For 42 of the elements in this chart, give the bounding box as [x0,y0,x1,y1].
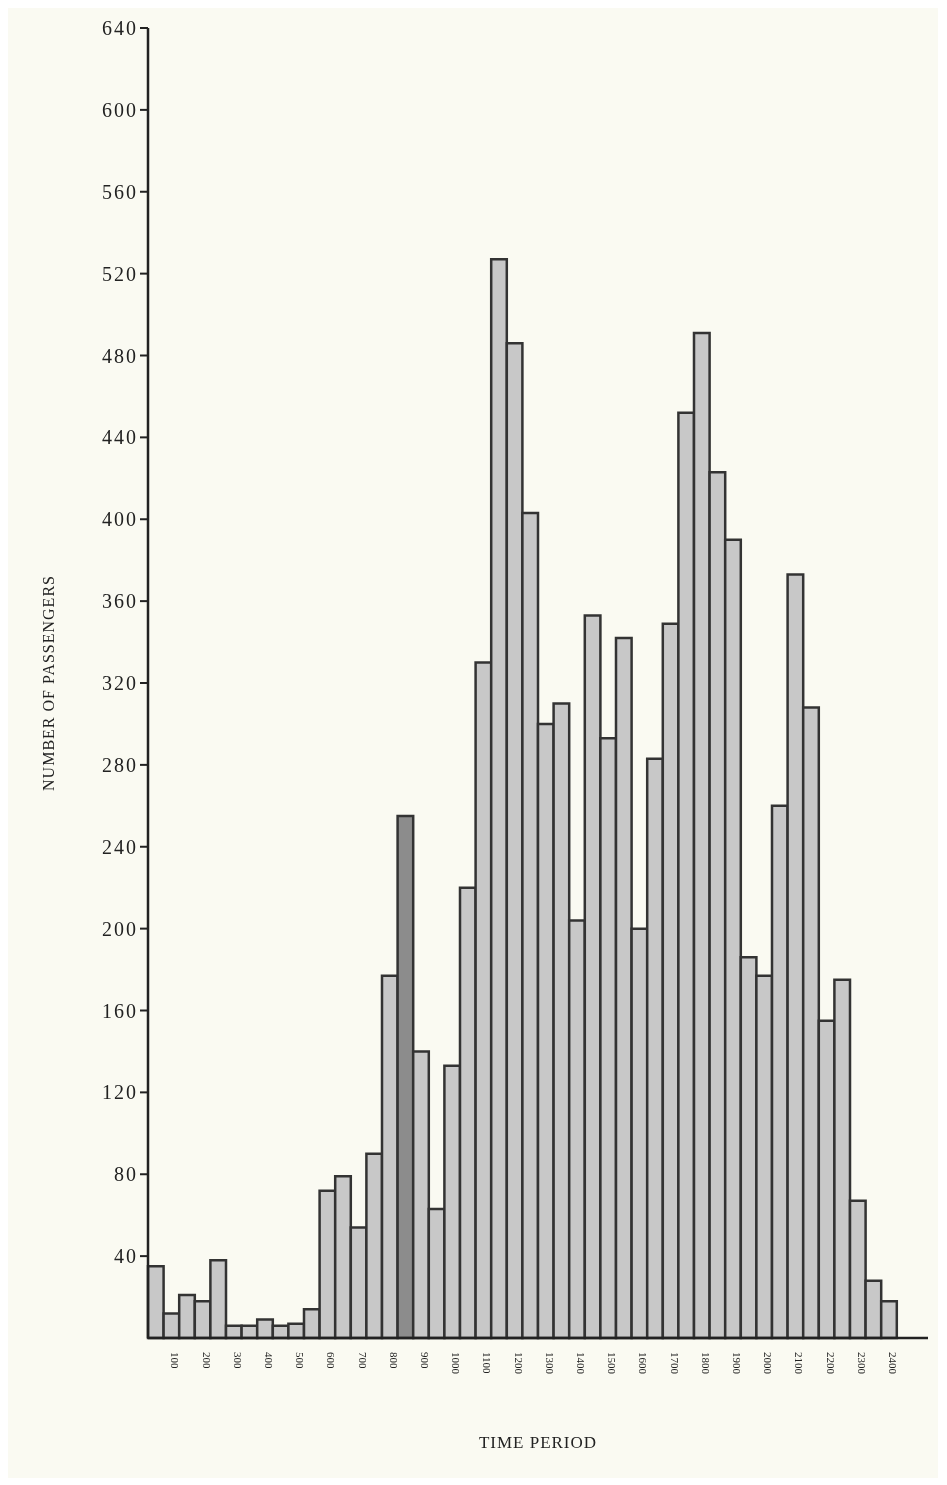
x-tick-label: 900 [418,1352,431,1369]
y-axis-title: NUMBER OF PASSENGERS [39,575,57,791]
x-tick-label: 300 [231,1352,244,1369]
x-tick-label: 1300 [543,1352,556,1375]
x-tick-label: 700 [356,1352,369,1369]
y-tick-label: 280 [102,753,138,776]
y-tick-label: 240 [102,835,138,858]
y-tick-label: 200 [102,917,138,940]
y-tick-label: 480 [102,344,138,367]
x-tick-label: 600 [325,1352,338,1369]
x-tick-label: 2200 [824,1352,837,1375]
y-tick-label: 80 [114,1163,138,1186]
x-tick-label: 400 [262,1352,275,1369]
y-tick-label: 400 [102,508,138,531]
y-tick-label: 160 [102,999,138,1022]
x-tick-label: 500 [294,1352,307,1369]
x-tick-label: 200 [200,1352,213,1369]
y-tick-label: 440 [102,426,138,449]
y-tick-label: 320 [102,672,138,695]
x-tick-label: 1500 [606,1352,619,1375]
y-tick-label: 560 [102,180,138,203]
x-tick-label: 2000 [762,1352,775,1375]
y-tick-label: 600 [102,98,138,121]
x-tick-label: 2100 [793,1352,806,1375]
x-tick-label: 2300 [855,1352,868,1375]
x-tick-label: 1700 [668,1352,681,1375]
x-tick-label: 800 [387,1352,400,1369]
y-tick-label: 40 [114,1245,138,1268]
x-tick-label: 1900 [730,1352,743,1375]
x-tick-label: 2400 [886,1352,899,1375]
y-tick-label: 360 [102,590,138,613]
x-tick-label: 1000 [450,1352,463,1375]
x-tick-label: 1600 [637,1352,650,1375]
x-tick-label: 1800 [699,1352,712,1375]
x-tick-label: 1200 [512,1352,525,1375]
x-tick-label: 100 [169,1352,182,1369]
y-tick-label: 640 [102,17,138,40]
y-tick-label: 520 [102,262,138,285]
x-tick-label: 1400 [574,1352,587,1375]
y-tick-label: 120 [102,1081,138,1104]
x-tick-label: 1100 [481,1352,494,1375]
x-axis-title: TIME PERIOD [478,1433,598,1452]
